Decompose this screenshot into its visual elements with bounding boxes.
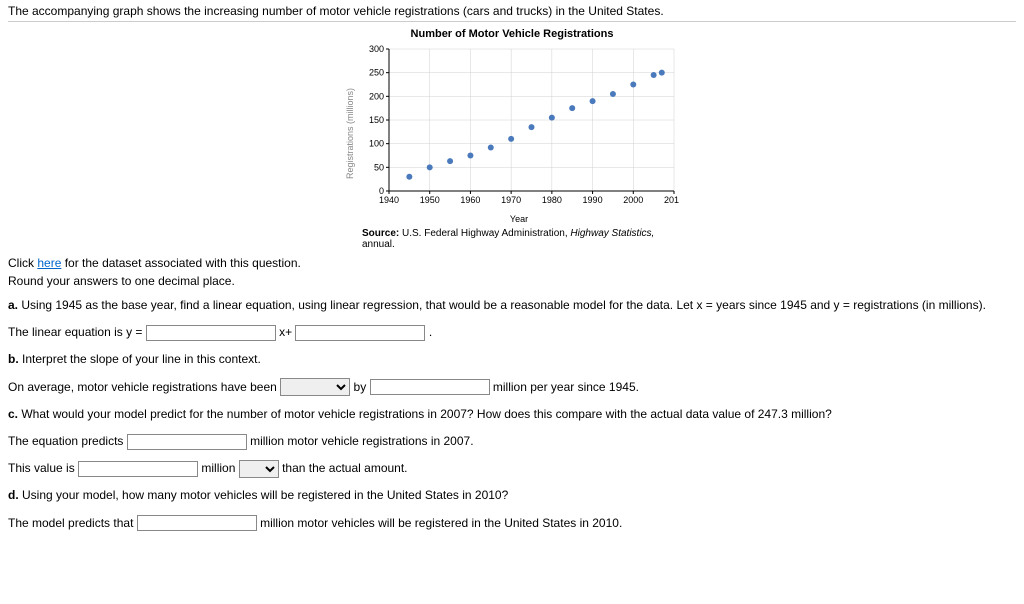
comparison-line: This value is million than the actual am…: [8, 459, 1016, 478]
rate-input[interactable]: [370, 379, 490, 395]
question-a: a. Using 1945 as the base year, find a l…: [8, 296, 1016, 315]
scatter-plot: 0501001502002503001940195019601970198019…: [359, 44, 679, 209]
svg-text:300: 300: [369, 44, 384, 54]
question-c: c. What would your model predict for the…: [8, 405, 1016, 424]
y-axis-label: Registrations (millions): [345, 88, 355, 179]
svg-text:50: 50: [374, 162, 384, 172]
svg-text:1970: 1970: [501, 195, 521, 205]
question-b: b. Interpret the slope of your line in t…: [8, 350, 1016, 369]
predict-2010-input[interactable]: [137, 515, 257, 531]
prediction-line: The equation predicts million motor vehi…: [8, 432, 1016, 451]
equation-line: The linear equation is y = x+ .: [8, 323, 1016, 342]
diff-input[interactable]: [78, 461, 198, 477]
svg-text:1940: 1940: [379, 195, 399, 205]
svg-text:2000: 2000: [623, 195, 643, 205]
predict-2007-input[interactable]: [127, 434, 247, 450]
svg-text:100: 100: [369, 139, 384, 149]
chart: Number of Motor Vehicle Registrations Re…: [322, 28, 702, 250]
direction-select[interactable]: [280, 378, 350, 396]
svg-text:150: 150: [369, 115, 384, 125]
svg-text:2010: 2010: [664, 195, 679, 205]
svg-text:200: 200: [369, 91, 384, 101]
compare-select[interactable]: [239, 460, 279, 478]
dataset-link-line: Click here for the dataset associated wi…: [8, 256, 1016, 270]
rounding-instruction: Round your answers to one decimal place.: [8, 274, 1016, 288]
slope-interpret-line: On average, motor vehicle registrations …: [8, 378, 1016, 397]
svg-text:1990: 1990: [583, 195, 603, 205]
intro-text: The accompanying graph shows the increas…: [8, 4, 1016, 22]
chart-title: Number of Motor Vehicle Registrations: [322, 28, 702, 40]
svg-text:250: 250: [369, 68, 384, 78]
svg-text:1950: 1950: [420, 195, 440, 205]
question-d: d. Using your model, how many motor vehi…: [8, 486, 1016, 505]
svg-text:1980: 1980: [542, 195, 562, 205]
slope-input[interactable]: [146, 325, 276, 341]
dataset-link[interactable]: here: [37, 256, 61, 270]
predict-2010-line: The model predicts that million motor ve…: [8, 514, 1016, 533]
svg-text:1960: 1960: [460, 195, 480, 205]
x-axis-label: Year: [359, 214, 679, 224]
intercept-input[interactable]: [295, 325, 425, 341]
chart-source: Source: U.S. Federal Highway Administrat…: [362, 228, 702, 250]
